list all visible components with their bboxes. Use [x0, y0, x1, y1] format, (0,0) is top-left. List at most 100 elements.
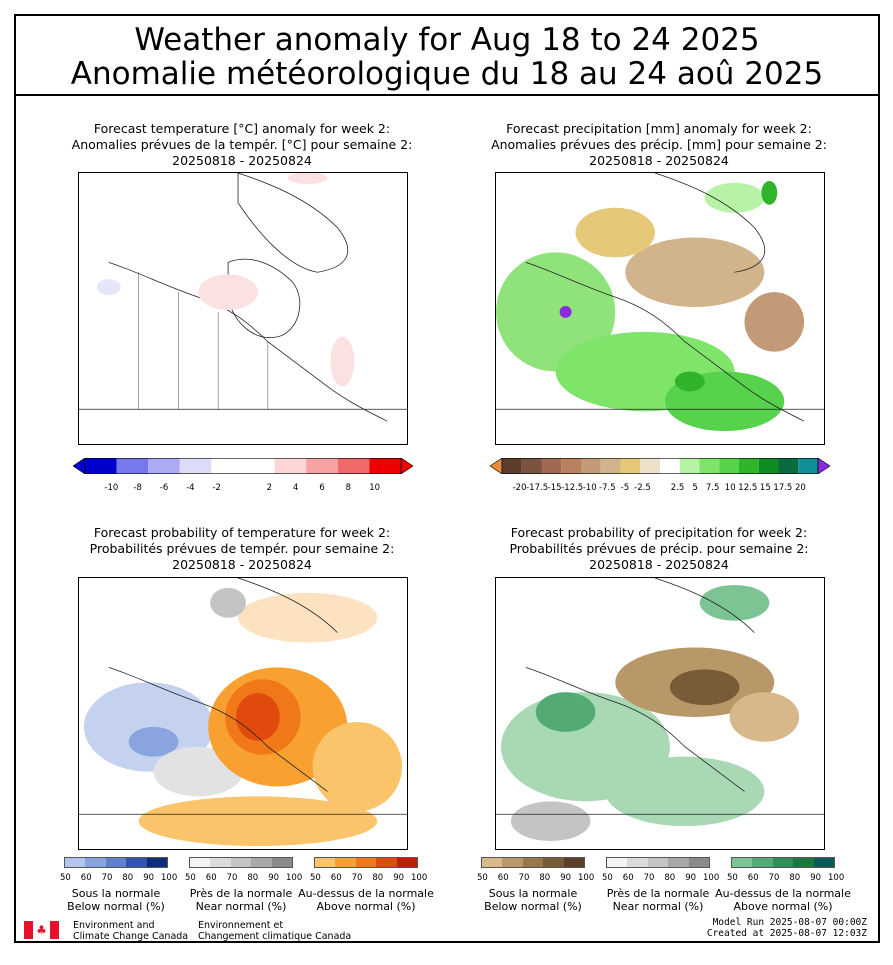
legend-tick-label: 60	[622, 873, 634, 883]
colorbar-tick-label: -7.5	[599, 483, 616, 493]
colorbar-segment	[719, 458, 739, 474]
model-run-info: Model Run 2025-08-07 00:00Z Created at 2…	[707, 917, 867, 939]
legend-caption-fr: Sous la normale	[488, 887, 578, 900]
legend-swatch-strip	[606, 857, 710, 868]
legend-tick-label: 80	[539, 873, 551, 883]
legend-tick-label: 80	[664, 873, 676, 883]
legend-caption-en: Below normal (%)	[67, 900, 165, 913]
legend-swatch	[376, 858, 397, 867]
colorbar-tick-label: 8	[345, 483, 352, 493]
colorbar-tick-label: 2	[266, 483, 273, 493]
panel-title-line-fr: Probabilités prévues de tempér. pour sem…	[89, 541, 395, 556]
legend-tick-label: 50	[477, 873, 488, 883]
legend-caption: Au-dessus de la normale Above normal (%)	[296, 887, 436, 913]
panel-title-dates: 20250818 - 20250824	[172, 153, 312, 168]
legend-swatch	[772, 858, 794, 867]
panel-title-line-fr: Probabilités prévues de précip. pour sem…	[509, 541, 809, 556]
legend-tick-label: 80	[247, 873, 259, 883]
legend-caption-fr: Près de la normale	[189, 887, 293, 900]
panel-title-line-en: Forecast precipitation [mm] anomaly for …	[506, 121, 812, 136]
colorbar-segment	[600, 458, 621, 474]
colorbar-segment	[620, 458, 641, 474]
legend-tick-label: 60	[497, 873, 509, 883]
colorbar-segment	[337, 458, 370, 474]
colorbar-tick-label: 17.5	[773, 483, 793, 493]
legend-swatch	[146, 858, 168, 867]
colorbar-segment	[243, 458, 275, 474]
legend-swatch	[607, 858, 628, 867]
legend-swatch-strip	[481, 857, 585, 868]
colorbar-tick-label: 7.5	[705, 483, 720, 493]
legend-caption: Sous la normale Below normal (%)	[463, 887, 603, 913]
header-divider	[14, 94, 880, 96]
legend-tick-label: 60	[80, 873, 92, 883]
legend-caption-fr: Sous la normale	[71, 887, 161, 900]
colorbar-tick-label: -10	[582, 483, 597, 493]
legend-tick-label: 90	[268, 873, 280, 883]
colorbar-extend-low	[73, 458, 86, 474]
legend-caption-fr: Près de la normale	[606, 887, 710, 900]
colorbar-segment	[778, 458, 799, 474]
legend-tick-label: 70	[768, 873, 780, 883]
colorbar-segment	[274, 458, 307, 474]
colorbar-tick-label: 10	[724, 483, 736, 493]
legend-caption-fr: Au-dessus de la normale	[715, 887, 851, 900]
panel-title-line-en: Forecast probability of precipitation fo…	[510, 525, 808, 540]
colorbar-tick-label: -2	[212, 483, 221, 493]
org-name-french: Environnement et Changement climatique C…	[198, 920, 351, 942]
colorbar-segment	[211, 458, 243, 474]
colorbar-segment	[306, 458, 338, 474]
colorbar-tick-label: 5	[692, 483, 698, 493]
legend-swatch	[65, 858, 86, 867]
canada-flag-icon: ♣	[24, 921, 59, 939]
legend-swatch-strip	[314, 857, 418, 868]
colorbar-tick-label: 20	[795, 483, 806, 493]
colorbar-tick-label: -8	[133, 483, 142, 493]
colorbar-segment	[521, 458, 542, 474]
colorbar-segment	[116, 458, 149, 474]
legend-swatch	[752, 858, 773, 867]
colorbar-tick-label: -17.5	[526, 483, 549, 493]
legend-swatch	[251, 858, 272, 867]
legend-tick-label: 80	[122, 873, 134, 883]
legend-tick-label: 60	[747, 873, 759, 883]
map-canvas	[79, 173, 407, 422]
colorbar-tick-label: 4	[292, 483, 299, 493]
legend-tick-label: 50	[602, 873, 613, 883]
legend-swatch-strip	[731, 857, 835, 868]
legend-caption-en: Above normal (%)	[316, 900, 416, 913]
panel-title-line-en: Forecast probability of temperature for …	[93, 525, 391, 540]
legend-caption-en: Near normal (%)	[195, 900, 287, 913]
legend-swatch	[482, 858, 503, 867]
map-precipitation-probability	[495, 577, 825, 850]
colorbar-tick-label: -15	[547, 483, 562, 493]
title-french: Anomalie météorologique du 18 au 24 aoû …	[70, 56, 824, 92]
legend-swatch	[85, 858, 106, 867]
colorbar-tick-label: -20	[512, 483, 527, 493]
colorbar-segment	[798, 458, 818, 474]
colorbar-tick-label: -12.5	[561, 483, 584, 493]
legend-tick-label: 100	[411, 873, 428, 883]
panel-precip-probability-title: Forecast probability of precipitation fo…	[459, 525, 859, 573]
legend-tick-label: 60	[330, 873, 342, 883]
panel-title-line-en: Forecast temperature [°C] anomaly for we…	[93, 121, 391, 136]
colorbar-segment	[758, 458, 779, 474]
legend-tick-label: 60	[205, 873, 217, 883]
legend-tick-label: 90	[393, 873, 405, 883]
legend-swatch	[688, 858, 710, 867]
precip-anomaly-colorbar	[490, 458, 830, 474]
colorbar-segment	[148, 458, 180, 474]
colorbar-extend-high	[817, 458, 830, 474]
org-fr-line2: Changement climatique Canada	[198, 931, 352, 942]
legend-swatch	[627, 858, 648, 867]
colorbar-segment	[369, 458, 401, 474]
colorbar-tick-label: 15	[759, 483, 771, 493]
legend-swatch	[126, 858, 147, 867]
colorbar-tick-label: -6	[159, 483, 169, 493]
colorbar-tick-label: 6	[319, 483, 325, 493]
legend-tick-label: 100	[578, 873, 595, 883]
legend-swatch-strip	[189, 857, 293, 868]
title-english: Weather anomaly for Aug 18 to 24 2025	[134, 22, 760, 58]
legend-caption-fr: Au-dessus de la normale	[298, 887, 434, 900]
legend-caption-en: Near normal (%)	[612, 900, 704, 913]
